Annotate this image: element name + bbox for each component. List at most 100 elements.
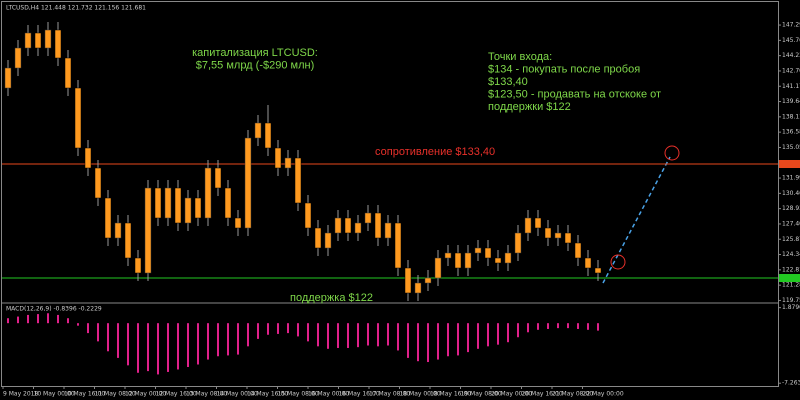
x-tick-label: 12 May 16:00 <box>156 391 197 398</box>
y-tick-label: 139.645 <box>782 98 800 105</box>
candle-body <box>384 222 392 239</box>
candle-body <box>144 187 152 274</box>
macd-header: MACD(12,26,9) -0.8396 -0.2229 <box>6 306 102 313</box>
y-tick-label: 131.995 <box>782 175 800 182</box>
symbol-header: LTCUSD,H4 121.448 121.732 121.156 121.68… <box>6 5 146 12</box>
candle-body <box>174 187 182 224</box>
x-tick-label: 20 May 00:00 <box>491 391 532 398</box>
candle-body <box>404 267 412 294</box>
y-tick-label: 125.875 <box>782 236 800 243</box>
x-tick-label: 18 May 16:00 <box>430 391 471 398</box>
annotation: поддержка $122 <box>290 292 373 304</box>
candle-body <box>264 122 272 149</box>
candle-body <box>584 257 592 269</box>
candle-body <box>154 187 162 219</box>
projection-arrow <box>602 156 671 284</box>
annotation: поддержки $122 <box>488 101 571 113</box>
macd-tick-label: 1.8796 <box>782 304 800 311</box>
candle-body <box>74 87 82 149</box>
level-tag <box>779 160 800 168</box>
macd-tick-label: -7.2637 <box>782 380 800 387</box>
x-tick-label: 14 May 00:00 <box>217 391 258 398</box>
candle-body <box>164 187 172 219</box>
y-tick-label: 127.405 <box>782 220 800 227</box>
candle-body <box>234 217 242 229</box>
candle-body <box>294 157 302 204</box>
x-tick-label: 18 May 00:00 <box>400 391 441 398</box>
x-tick-label: 21 May 08:00 <box>552 391 593 398</box>
x-tick-label: 17 May 08:00 <box>369 391 410 398</box>
candle-body <box>534 217 542 229</box>
candle-body <box>184 197 192 224</box>
x-tick-label: 10 May 16:00 <box>64 391 105 398</box>
candle-body <box>224 187 232 219</box>
candle-body <box>554 232 562 239</box>
candle-body <box>444 252 452 259</box>
annotation: $134 - покупать после пробоя <box>488 63 640 75</box>
candle-body <box>44 29 52 49</box>
x-tick-label: 13 May 08:00 <box>186 391 227 398</box>
y-tick-label: 144.235 <box>782 52 800 59</box>
entry-circle <box>610 254 626 270</box>
y-tick-label: 119.755 <box>782 297 800 304</box>
candle-body <box>354 222 362 234</box>
candle-body <box>274 147 282 169</box>
candle-body <box>484 247 492 259</box>
x-tick-label: 14 May 16:00 <box>247 391 288 398</box>
y-tick-label: 147.295 <box>782 22 800 29</box>
candle-body <box>244 137 252 229</box>
candle-body <box>94 167 102 199</box>
x-tick-label: 11 May 08:00 <box>95 391 136 398</box>
candle-body <box>394 222 402 269</box>
annotation: капитализация LTCUSD: <box>192 47 318 59</box>
candle-body <box>574 242 582 259</box>
candle-body <box>14 47 22 69</box>
x-tick-label: 9 May 2018 <box>3 391 38 398</box>
candle-body <box>544 227 552 239</box>
y-tick-label: 121.285 <box>782 282 800 289</box>
candle-body <box>34 32 42 49</box>
candle-body <box>414 282 422 294</box>
annotation: сопротивление $133,40 <box>375 146 495 158</box>
candle-body <box>514 232 522 254</box>
y-tick-label: 124.345 <box>782 251 800 258</box>
x-tick-label: 22 May 00:00 <box>583 391 624 398</box>
candle-body <box>194 197 202 219</box>
candle-body <box>124 222 132 259</box>
annotation: $7,55 млрд (-$290 млн) <box>196 59 314 71</box>
candle-body <box>304 202 312 229</box>
candle-body <box>454 252 462 269</box>
candle-body <box>374 212 382 239</box>
candle-body <box>104 197 112 239</box>
candle-body <box>84 147 92 169</box>
y-tick-label: 142.705 <box>782 67 800 74</box>
y-tick-label: 128.935 <box>782 205 800 212</box>
candle-body <box>204 167 212 219</box>
candle-body <box>254 122 262 139</box>
candle-body <box>64 57 72 89</box>
candle-body <box>114 222 122 239</box>
level-tag <box>779 274 800 282</box>
candle-body <box>214 167 222 189</box>
candle-body <box>4 67 12 89</box>
x-tick-label: 16 May 00:00 <box>308 391 349 398</box>
candle-body <box>504 252 512 264</box>
x-tick-label: 15 May 08:00 <box>278 391 319 398</box>
y-tick-label: 141.175 <box>782 83 800 90</box>
target-circle <box>664 145 680 161</box>
candle-body <box>54 29 62 59</box>
candle-body <box>464 252 472 269</box>
candle-body <box>594 267 602 274</box>
candle-body <box>324 232 332 249</box>
candle-body <box>564 232 572 244</box>
x-tick-label: 10 May 00:00 <box>34 391 75 398</box>
plot-frame <box>1 1 779 387</box>
x-tick-label: 16 May 16:00 <box>339 391 380 398</box>
x-tick-label: 19 May 08:00 <box>461 391 502 398</box>
candle-body <box>424 277 432 284</box>
y-tick-label: 130.465 <box>782 190 800 197</box>
y-tick-label: 122.815 <box>782 266 800 273</box>
candle-body <box>314 227 322 249</box>
